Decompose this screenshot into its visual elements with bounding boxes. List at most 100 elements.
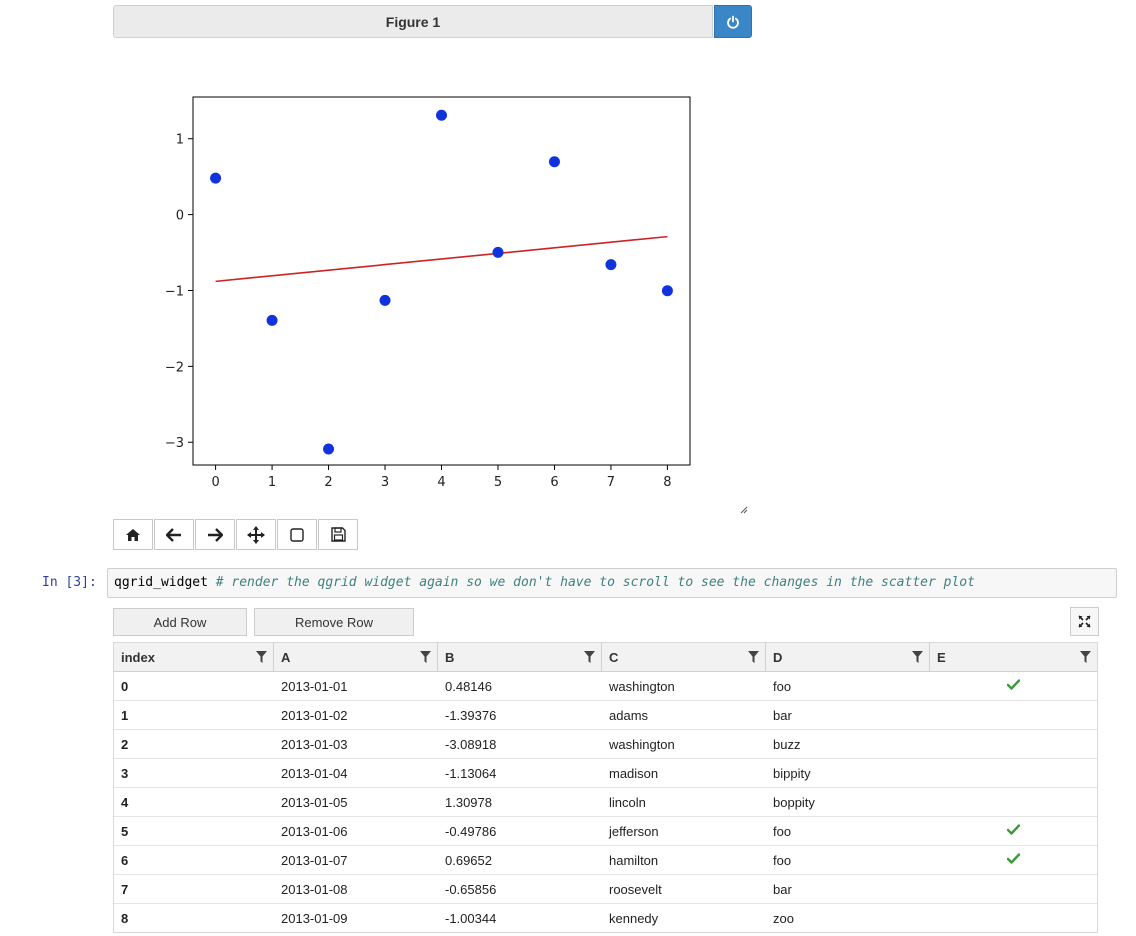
row-index-cell[interactable]: 0	[121, 679, 129, 694]
cell-b[interactable]: -1.00344	[445, 911, 497, 926]
cell-d[interactable]: bar	[773, 882, 792, 897]
column-header-a[interactable]: A	[274, 643, 438, 671]
row-index-cell[interactable]: 3	[121, 766, 129, 781]
table-row[interactable]: 3 2013-01-04 -1.13064 madison bippity	[114, 759, 1097, 788]
column-header-e[interactable]: E	[930, 643, 1097, 671]
cell-d[interactable]: foo	[773, 853, 792, 868]
cell-a[interactable]: 2013-01-06	[281, 824, 348, 839]
table-row[interactable]: 1 2013-01-02 -1.39376 adams bar	[114, 701, 1097, 730]
cell-e-boolean[interactable]	[930, 759, 1097, 787]
pan-button[interactable]	[236, 519, 276, 550]
row-index-cell[interactable]: 5	[121, 824, 129, 839]
cell-e-boolean[interactable]	[930, 672, 1097, 700]
home-button[interactable]	[113, 519, 153, 550]
cell-a[interactable]: 2013-01-07	[281, 853, 348, 868]
save-icon	[330, 527, 346, 542]
filter-icon[interactable]	[420, 651, 431, 663]
cell-a[interactable]: 2013-01-01	[281, 679, 348, 694]
code-cell-input[interactable]: qgrid_widget # render the qgrid widget a…	[107, 568, 1117, 598]
row-index-cell[interactable]: 4	[121, 795, 129, 810]
fullscreen-button[interactable]	[1070, 607, 1099, 636]
cell-e-boolean[interactable]	[930, 817, 1097, 845]
filter-icon[interactable]	[1080, 651, 1091, 663]
cell-b[interactable]: -0.65856	[445, 882, 497, 897]
row-index-cell[interactable]: 2	[121, 737, 129, 752]
column-header-c[interactable]: C	[602, 643, 766, 671]
column-header-label: D	[773, 650, 783, 665]
remove-row-button[interactable]: Remove Row	[254, 608, 414, 636]
table-row[interactable]: 5 2013-01-06 -0.49786 jefferson foo	[114, 817, 1097, 846]
column-header-index[interactable]: index	[114, 643, 274, 671]
back-button[interactable]	[154, 519, 194, 550]
cell-d[interactable]: boppity	[773, 795, 815, 810]
filter-icon[interactable]	[748, 651, 759, 663]
cell-c[interactable]: washington	[609, 679, 675, 694]
cell-a[interactable]: 2013-01-05	[281, 795, 348, 810]
cell-b[interactable]: -3.08918	[445, 737, 497, 752]
table-row[interactable]: 4 2013-01-05 1.30978 lincoln boppity	[114, 788, 1097, 817]
x-tick-label: 5	[494, 475, 502, 490]
x-tick-label: 7	[607, 475, 615, 490]
row-index-cell[interactable]: 8	[121, 911, 129, 926]
resize-handle-icon[interactable]	[740, 506, 748, 514]
add-row-button[interactable]: Add Row	[113, 608, 247, 636]
cell-b[interactable]: 0.48146	[445, 679, 492, 694]
cell-a[interactable]: 2013-01-03	[281, 737, 348, 752]
column-header-d[interactable]: D	[766, 643, 930, 671]
cell-c[interactable]: kennedy	[609, 911, 659, 926]
column-header-label: C	[609, 650, 619, 665]
close-figure-button[interactable]	[714, 5, 752, 38]
cell-b[interactable]: -1.39376	[445, 708, 497, 723]
save-figure-button[interactable]	[318, 519, 358, 550]
column-header-b[interactable]: B	[438, 643, 602, 671]
cell-e-boolean[interactable]	[930, 701, 1097, 729]
cell-c[interactable]: lincoln	[609, 795, 646, 810]
cell-e-boolean[interactable]	[930, 788, 1097, 816]
column-header-label: E	[937, 650, 946, 665]
cell-e-boolean[interactable]	[930, 904, 1097, 932]
cell-a[interactable]: 2013-01-04	[281, 766, 348, 781]
cell-d[interactable]: bar	[773, 708, 792, 723]
cell-b[interactable]: -1.13064	[445, 766, 497, 781]
cell-d[interactable]: zoo	[773, 911, 794, 926]
row-index-cell[interactable]: 6	[121, 853, 129, 868]
cell-c[interactable]: roosevelt	[609, 882, 662, 897]
cell-d[interactable]: foo	[773, 824, 792, 839]
cell-c[interactable]: madison	[609, 766, 659, 781]
cell-c[interactable]: washington	[609, 737, 675, 752]
filter-icon[interactable]	[256, 651, 267, 663]
table-row[interactable]: 6 2013-01-07 0.69652 hamilton foo	[114, 846, 1097, 875]
expand-icon	[1078, 615, 1091, 628]
cell-a[interactable]: 2013-01-08	[281, 882, 348, 897]
cell-b[interactable]: 0.69652	[445, 853, 492, 868]
table-row[interactable]: 2 2013-01-03 -3.08918 washington buzz	[114, 730, 1097, 759]
cell-b[interactable]: -0.49786	[445, 824, 497, 839]
filter-icon[interactable]	[912, 651, 923, 663]
scatter-plot[interactable]: 0 1 2 3 4 5 6 7 8 1 0 −1 −2 −3	[113, 40, 758, 518]
cell-d[interactable]: buzz	[773, 737, 801, 752]
cell-d[interactable]: bippity	[773, 766, 811, 781]
forward-button[interactable]	[195, 519, 235, 550]
table-row[interactable]: 7 2013-01-08 -0.65856 roosevelt bar	[114, 875, 1097, 904]
cell-a[interactable]: 2013-01-02	[281, 708, 348, 723]
column-header-label: A	[281, 650, 291, 665]
row-index-cell[interactable]: 1	[121, 708, 129, 723]
table-row[interactable]: 0 2013-01-01 0.48146 washington foo	[114, 672, 1097, 701]
power-icon	[727, 15, 739, 29]
cell-a[interactable]: 2013-01-09	[281, 911, 348, 926]
cell-c[interactable]: adams	[609, 708, 649, 723]
x-tick-label: 4	[437, 475, 445, 490]
row-index-cell[interactable]: 7	[121, 882, 129, 897]
cell-e-boolean[interactable]	[930, 730, 1097, 758]
filter-icon[interactable]	[584, 651, 595, 663]
zoom-rect-button[interactable]	[277, 519, 317, 550]
x-tick-label: 1	[268, 475, 276, 490]
cell-c[interactable]: jefferson	[609, 824, 659, 839]
cell-b[interactable]: 1.30978	[445, 795, 492, 810]
cell-d[interactable]: foo	[773, 679, 792, 694]
table-row[interactable]: 8 2013-01-09 -1.00344 kennedy zoo	[114, 904, 1097, 932]
cell-e-boolean[interactable]	[930, 846, 1097, 874]
cell-e-boolean[interactable]	[930, 875, 1097, 903]
cell-c[interactable]: hamilton	[609, 853, 659, 868]
checkmark-icon	[1006, 853, 1021, 864]
